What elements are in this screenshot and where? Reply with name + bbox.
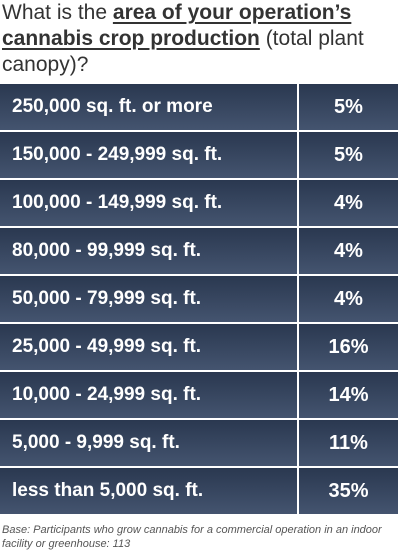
table-row: 5,000 - 9,999 sq. ft. 11% xyxy=(0,420,398,466)
table-row: 100,000 - 149,999 sq. ft. 4% xyxy=(0,180,398,226)
row-value: 5% xyxy=(299,132,398,178)
table-row: less than 5,000 sq. ft. 35% xyxy=(0,468,398,514)
row-label: 150,000 - 249,999 sq. ft. xyxy=(0,132,297,178)
table-row: 250,000 sq. ft. or more 5% xyxy=(0,84,398,130)
title-prefix: What is the xyxy=(2,1,113,24)
row-value: 16% xyxy=(299,324,398,370)
row-value: 4% xyxy=(299,228,398,274)
row-label: 50,000 - 79,999 sq. ft. xyxy=(0,276,297,322)
row-value: 5% xyxy=(299,84,398,130)
row-value: 11% xyxy=(299,420,398,466)
row-label: 25,000 - 49,999 sq. ft. xyxy=(0,324,297,370)
row-label: 10,000 - 24,999 sq. ft. xyxy=(0,372,297,418)
row-label: 250,000 sq. ft. or more xyxy=(0,84,297,130)
footnote: Base: Participants who grow cannabis for… xyxy=(2,524,382,550)
row-label: 100,000 - 149,999 sq. ft. xyxy=(0,180,297,226)
row-value: 35% xyxy=(299,468,398,514)
title: What is the area of your operation’s can… xyxy=(2,0,396,78)
table-row: 150,000 - 249,999 sq. ft. 5% xyxy=(0,132,398,178)
table-row: 10,000 - 24,999 sq. ft. 14% xyxy=(0,372,398,418)
row-label: 80,000 - 99,999 sq. ft. xyxy=(0,228,297,274)
row-value: 4% xyxy=(299,180,398,226)
title-emphasis: area of your operation’s cannabis crop p… xyxy=(2,1,352,50)
row-value: 4% xyxy=(299,276,398,322)
table-row: 25,000 - 49,999 sq. ft. 16% xyxy=(0,324,398,370)
row-value: 14% xyxy=(299,372,398,418)
table: 250,000 sq. ft. or more 5% 150,000 - 249,9… xyxy=(0,84,398,516)
table-row: 80,000 - 99,999 sq. ft. 4% xyxy=(0,228,398,274)
title-suffix: (total plant canopy)? xyxy=(2,27,364,76)
row-label: less than 5,000 sq. ft. xyxy=(0,468,297,514)
row-label: 5,000 - 9,999 sq. ft. xyxy=(0,420,297,466)
table-row: 50,000 - 79,999 sq. ft. 4% xyxy=(0,276,398,322)
